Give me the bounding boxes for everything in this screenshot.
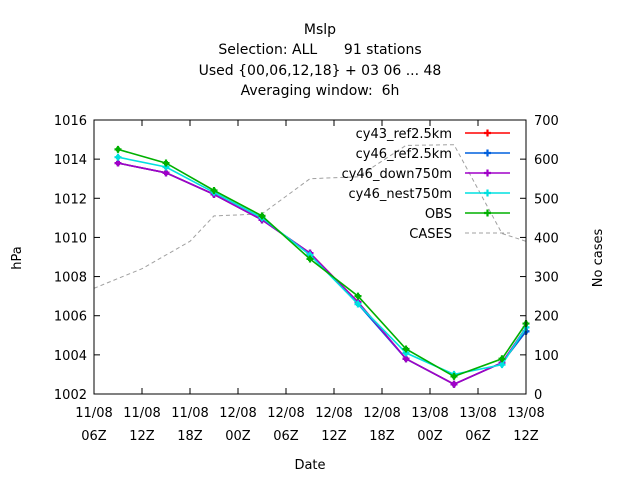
data-point-core xyxy=(404,356,408,361)
y2-tick-label: 700 xyxy=(534,114,559,129)
legend-label: CASES xyxy=(409,227,452,242)
x-tick-label-date: 11/08 xyxy=(123,406,160,421)
y-tick-label: 1012 xyxy=(54,192,87,207)
y2-tick-label: 600 xyxy=(534,153,559,168)
y-tick-label: 1002 xyxy=(54,388,87,403)
series-line-cy46_down750m xyxy=(117,162,527,386)
y2-tick-label: 100 xyxy=(534,349,559,364)
y-tick-label: 1004 xyxy=(54,349,87,364)
y-axis-label: hPa xyxy=(10,246,25,269)
x-tick-label-hour: 06Z xyxy=(273,429,299,444)
cases-layer xyxy=(93,144,527,289)
y2-tick-label: 200 xyxy=(534,310,559,325)
y-tick-label: 1014 xyxy=(54,153,87,168)
legend-marker xyxy=(484,209,491,217)
plot-frame xyxy=(93,119,527,395)
cases-line xyxy=(93,144,527,289)
series-line-cy46_nest750m xyxy=(117,156,527,376)
chart-title: Mslp xyxy=(304,22,336,38)
data-point-core xyxy=(164,164,168,169)
x-tick-label-date: 13/08 xyxy=(507,406,544,421)
data-point-core xyxy=(452,382,456,387)
y2-tick-label: 500 xyxy=(534,192,559,207)
y-tick-label: 1010 xyxy=(54,231,87,246)
data-point-core xyxy=(116,161,120,166)
y-tick-label: 1016 xyxy=(54,114,87,129)
data-point-core xyxy=(500,356,504,361)
data-point-core xyxy=(116,155,120,160)
data-point-core xyxy=(500,362,504,367)
x-tick-label-date: 13/08 xyxy=(459,406,496,421)
data-point-core xyxy=(116,147,120,152)
data-point-core xyxy=(404,346,408,351)
y-tick-label: 1008 xyxy=(54,271,87,286)
x-tick-label-date: 12/08 xyxy=(315,406,352,421)
series-line-OBS xyxy=(117,148,527,378)
data-point-core xyxy=(356,301,360,306)
series-layer xyxy=(114,145,530,388)
data-point-core xyxy=(164,161,168,166)
series-line-cy43_ref2.5km xyxy=(117,162,527,386)
subtitle-line-1: Selection: ALL 91 stations xyxy=(218,42,421,58)
x-tick-label-hour: 06Z xyxy=(465,429,491,444)
y2-axis-label: No cases xyxy=(591,229,606,288)
legend-marker xyxy=(484,149,491,157)
x-tick-label-hour: 00Z xyxy=(225,429,251,444)
x-axis-label: Date xyxy=(294,458,325,473)
data-point-core xyxy=(356,294,360,299)
x-tick-label-hour: 12Z xyxy=(321,429,347,444)
x-tick-label-hour: 18Z xyxy=(369,429,395,444)
legend-label: cy46_ref2.5km xyxy=(356,147,452,162)
data-point-core xyxy=(308,253,312,258)
subtitle-line-2: Used {00,06,12,18} + 03 06 ... 48 xyxy=(199,63,442,79)
legend-label: cy43_ref2.5km xyxy=(356,127,452,142)
x-tick-label-date: 12/08 xyxy=(219,406,256,421)
series-line-cy46_ref2.5km xyxy=(117,162,527,386)
y2-tick-label: 0 xyxy=(534,388,542,403)
x-tick-label-hour: 12Z xyxy=(513,429,539,444)
legend-marker xyxy=(484,129,491,137)
x-tick-label-date: 12/08 xyxy=(267,406,304,421)
y2-tick-label: 300 xyxy=(534,271,559,286)
x-tick-label-hour: 12Z xyxy=(129,429,155,444)
data-point-core xyxy=(164,170,168,175)
y-tick-label: 1006 xyxy=(54,310,87,325)
legend-label: OBS xyxy=(425,207,452,222)
data-point-core xyxy=(212,188,216,193)
legend-marker xyxy=(484,169,491,177)
legend: cy43_ref2.5km cy46_ref2.5km cy46_down750mc… xyxy=(342,127,510,242)
x-tick-label-date: 13/08 xyxy=(411,406,448,421)
y2-tick-label: 400 xyxy=(534,231,559,246)
x-tick-label-date: 11/08 xyxy=(75,406,112,421)
legend-marker xyxy=(484,189,491,197)
legend-label: cy46_nest750m xyxy=(349,187,452,202)
ticks-layer: 1002 1004 1006 1008 1010 1012 1014 1016 0 100 200 3… xyxy=(54,114,559,444)
x-tick-label-hour: 18Z xyxy=(177,429,203,444)
data-point-core xyxy=(308,256,312,261)
x-tick-label-hour: 06Z xyxy=(81,429,107,444)
data-point-core xyxy=(404,350,408,355)
data-point-core xyxy=(260,213,264,218)
x-tick-label-date: 11/08 xyxy=(171,406,208,421)
data-point-core xyxy=(452,374,456,379)
x-tick-label-hour: 00Z xyxy=(417,429,443,444)
subtitle-line-3: Averaging window: 6h xyxy=(241,83,400,99)
legend-label: cy46_down750m xyxy=(342,167,452,182)
x-tick-label-date: 12/08 xyxy=(363,406,400,421)
